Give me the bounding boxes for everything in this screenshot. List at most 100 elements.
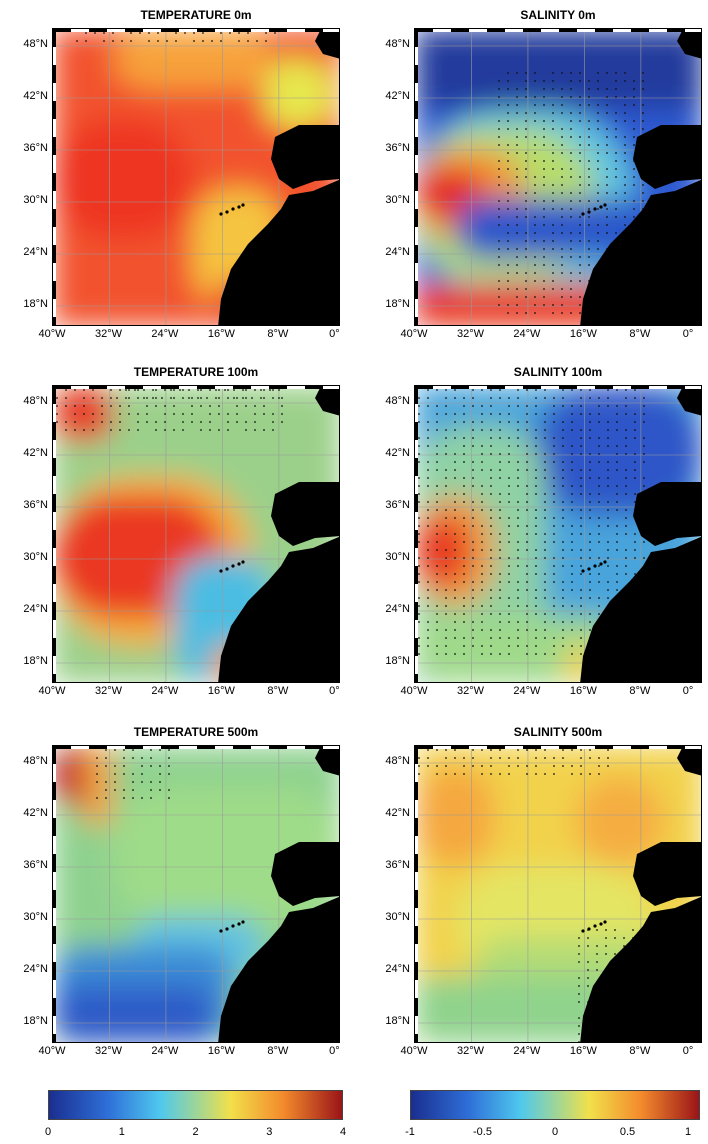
map-panel bbox=[52, 745, 340, 1043]
map-field bbox=[53, 386, 339, 682]
longitude-tick-label: 16°W bbox=[207, 685, 235, 697]
land-mass bbox=[218, 536, 339, 682]
latitude-tick-label: 30°N bbox=[23, 911, 48, 923]
land-mass bbox=[315, 746, 339, 776]
longitude-tick-label: 32°W bbox=[94, 685, 122, 697]
longitude-tick-label: 32°W bbox=[456, 1045, 484, 1057]
land-mass bbox=[580, 896, 701, 1042]
land-mass bbox=[633, 482, 701, 546]
colorbar-tick-label: 0 bbox=[44, 1126, 52, 1138]
temperature-colorbar bbox=[48, 1090, 343, 1120]
latitude-tick-label: 30°N bbox=[385, 194, 410, 206]
land-mass bbox=[677, 746, 701, 776]
salinity-colorbar bbox=[410, 1090, 700, 1120]
land-mass bbox=[218, 896, 339, 1042]
latitude-tick-label: 36°N bbox=[23, 859, 48, 871]
latitude-tick-label: 36°N bbox=[385, 499, 410, 511]
land-mass bbox=[271, 125, 339, 189]
colorbar-tick-label: 1 bbox=[684, 1126, 692, 1138]
land-mass bbox=[580, 536, 701, 682]
longitude-tick-label: 32°W bbox=[456, 328, 484, 340]
map-frame-left bbox=[415, 746, 418, 1042]
map-panel bbox=[414, 385, 702, 683]
land-mass bbox=[315, 29, 339, 59]
latitude-tick-label: 18°N bbox=[23, 655, 48, 667]
longitude-tick-label: 24°W bbox=[513, 328, 541, 340]
latitude-tick-label: 36°N bbox=[23, 142, 48, 154]
map-field bbox=[415, 746, 701, 1042]
latitude-tick-label: 36°N bbox=[23, 499, 48, 511]
longitude-tick-label: 0° bbox=[329, 328, 340, 340]
latitude-tick-label: 24°N bbox=[385, 603, 410, 615]
longitude-tick-label: 16°W bbox=[569, 685, 597, 697]
latitude-tick-label: 18°N bbox=[385, 1015, 410, 1027]
land-mass bbox=[633, 842, 701, 906]
land-mass bbox=[271, 842, 339, 906]
longitude-tick-label: 0° bbox=[682, 1045, 694, 1057]
longitude-tick-label: 8°W bbox=[267, 328, 289, 340]
longitude-tick-label: 40°W bbox=[38, 328, 66, 340]
longitude-tick-label: 32°W bbox=[94, 328, 122, 340]
map-frame-left bbox=[53, 386, 56, 682]
colorbar-tick-label: 0.5 bbox=[619, 1126, 636, 1138]
land-mass bbox=[677, 29, 701, 59]
latitude-tick-label: 36°N bbox=[385, 859, 410, 871]
land-mass bbox=[218, 179, 339, 325]
map-frame-top bbox=[415, 29, 701, 32]
longitude-tick-label: 0° bbox=[329, 685, 340, 697]
longitude-tick-label: 8°W bbox=[629, 685, 651, 697]
latitude-tick-label: 30°N bbox=[23, 194, 48, 206]
latitude-tick-label: 24°N bbox=[385, 963, 410, 975]
map-panel bbox=[414, 745, 702, 1043]
latitude-tick-label: 18°N bbox=[23, 1015, 48, 1027]
panel-title: TEMPERATURE 100m bbox=[133, 365, 259, 379]
map-frame-left bbox=[53, 29, 56, 325]
longitude-tick-label: 40°W bbox=[400, 1045, 428, 1057]
colorbar-tick-label: 4 bbox=[339, 1126, 347, 1138]
map-field bbox=[415, 386, 701, 682]
longitude-tick-label: 8°W bbox=[267, 685, 289, 697]
longitude-tick-label: 24°W bbox=[151, 1045, 179, 1057]
latitude-tick-label: 48°N bbox=[23, 755, 48, 767]
longitude-tick-label: 40°W bbox=[400, 685, 428, 697]
latitude-tick-label: 48°N bbox=[385, 38, 410, 50]
latitude-tick-label: 30°N bbox=[23, 551, 48, 563]
map-field bbox=[53, 29, 339, 325]
longitude-tick-label: 16°W bbox=[569, 328, 597, 340]
land-mass bbox=[633, 125, 701, 189]
latitude-tick-label: 48°N bbox=[23, 38, 48, 50]
longitude-tick-label: 32°W bbox=[94, 1045, 122, 1057]
colorbar-tick-label: -0.5 bbox=[473, 1126, 492, 1138]
latitude-tick-label: 42°N bbox=[385, 447, 410, 459]
latitude-tick-label: 24°N bbox=[23, 963, 48, 975]
map-frame-top bbox=[53, 746, 339, 749]
land-mass bbox=[677, 386, 701, 416]
latitude-tick-label: 24°N bbox=[23, 603, 48, 615]
longitude-tick-label: 40°W bbox=[400, 328, 428, 340]
longitude-tick-label: 0° bbox=[682, 328, 694, 340]
latitude-tick-label: 42°N bbox=[385, 807, 410, 819]
longitude-tick-label: 16°W bbox=[207, 1045, 235, 1057]
map-frame-top bbox=[415, 746, 701, 749]
latitude-tick-label: 24°N bbox=[23, 246, 48, 258]
map-field bbox=[53, 746, 339, 1042]
colorbar-tick-label: 1 bbox=[118, 1126, 125, 1138]
longitude-tick-label: 32°W bbox=[456, 685, 484, 697]
map-frame-top bbox=[53, 386, 339, 389]
panel-title: SALINITY 100m bbox=[513, 365, 603, 379]
latitude-tick-label: 42°N bbox=[23, 447, 48, 459]
latitude-tick-label: 36°N bbox=[385, 142, 410, 154]
colorbar-tick-label: 0 bbox=[551, 1126, 559, 1138]
longitude-tick-label: 16°W bbox=[207, 328, 235, 340]
panel-title: SALINITY 500m bbox=[513, 725, 603, 739]
latitude-tick-label: 48°N bbox=[23, 395, 48, 407]
land-mass bbox=[580, 179, 701, 325]
longitude-tick-label: 24°W bbox=[513, 1045, 541, 1057]
longitude-tick-label: 24°W bbox=[151, 685, 179, 697]
longitude-tick-label: 0° bbox=[329, 1045, 340, 1057]
longitude-tick-label: 0° bbox=[682, 685, 694, 697]
colorbar-tick-label: 3 bbox=[266, 1126, 273, 1138]
longitude-tick-label: 16°W bbox=[569, 1045, 597, 1057]
map-field bbox=[415, 29, 701, 325]
longitude-tick-label: 8°W bbox=[629, 328, 651, 340]
